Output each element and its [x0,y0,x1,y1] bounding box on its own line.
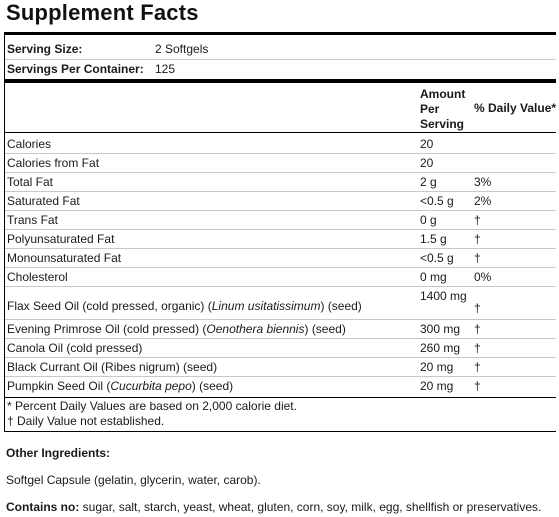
nutrient-name-suffix: ) (seed) [320,299,362,313]
table-row: Calories 20 [5,135,556,154]
row-divider [5,267,556,268]
daily-value: † [474,301,481,315]
nutrient-name: Calories [7,137,52,151]
panel-title: Supplement Facts [6,0,199,25]
table-row: Monounsaturated Fat <0.5 g † [5,249,556,268]
nutrient-name-text: Flax Seed Oil (cold pressed, organic) ( [7,299,212,313]
nutrient-name: Flax Seed Oil (cold pressed, organic) (L… [7,299,362,313]
daily-value-header: % Daily Value* [474,101,557,115]
nutrient-name: Saturated Fat [7,194,80,208]
daily-value: † [474,379,481,393]
row-divider [5,376,556,377]
row-divider [5,153,556,154]
contains-no-label: Contains no: [6,500,80,514]
daily-value: † [474,232,481,246]
other-ingredients-heading: Other Ingredients: [6,446,111,460]
header-bottom-rule [5,132,556,133]
table-row: Evening Primrose Oil (cold pressed) (Oen… [5,320,556,339]
top-rule [5,33,556,35]
amount-per-serving: 20 mg [420,379,454,393]
daily-value: † [474,213,481,227]
row-divider [5,248,556,249]
nutrient-name-suffix: ) (seed) [191,379,234,393]
amount-per-serving: 20 [420,156,434,170]
nutrient-name-text: Pumpkin Seed Oil ( [7,379,111,393]
amount-per-serving: <0.5 g [420,251,454,265]
row-divider [5,319,556,320]
table-row: Saturated Fat <0.5 g 2% [5,192,556,211]
servings-per-container-value: 125 [155,62,176,76]
row-divider [5,338,556,339]
nutrient-name: Black Currant Oil (Ribes nigrum) (seed) [7,360,218,374]
daily-value: 0% [474,270,492,284]
amount-per-serving: 20 [420,137,434,151]
serving-bottom-rule [5,79,556,83]
table-row: Polyunsaturated Fat 1.5 g † [5,230,556,249]
contains-no-line: Contains no: sugar, salt, starch, yeast,… [6,500,541,514]
daily-value: † [474,360,481,374]
row-divider [5,357,556,358]
serving-size-label: Serving Size: [7,42,83,56]
daily-value: † [474,322,481,336]
nutrient-name: Total Fat [7,175,54,189]
table-row: Black Currant Oil (Ribes nigrum) (seed) 2… [5,358,556,377]
servings-per-container-label: Servings Per Container: [7,62,144,76]
amount-per-serving: 20 mg [420,360,454,374]
nutrient-name: Evening Primrose Oil (cold pressed) (Oen… [7,322,346,336]
amount-per-serving-header: Amount Per Serving [420,87,466,131]
daily-value: 3% [474,175,492,189]
table-row: Canola Oil (cold pressed) 260 mg † [5,339,556,358]
amount-per-serving: 2 g [420,175,437,189]
nutrient-name: Cholesterol [7,270,68,284]
row-divider [5,210,556,211]
amount-per-serving: 300 mg [420,322,461,336]
table-row: Total Fat 2 g 3% [5,173,556,192]
amount-per-serving: 0 g [420,213,437,227]
table-row: Cholesterol 0 mg 0% [5,268,556,287]
row-divider [5,229,556,230]
row-divider [5,172,556,173]
row-divider [5,191,556,192]
row-divider [5,286,556,287]
nutrient-name: Trans Fat [7,213,58,227]
botanical-name: Linum usitatissimum [211,299,321,313]
table-row: Pumpkin Seed Oil (Cucurbita pepo) (seed)… [5,377,556,396]
daily-value: 2% [474,194,492,208]
serving-divider [5,59,556,60]
daily-value: † [474,341,481,355]
serving-size-value: 2 Softgels [155,42,209,56]
amount-per-serving: 1.5 g [420,232,447,246]
nutrient-name-suffix: ) (seed) [304,322,346,336]
amount-per-serving: 0 mg [420,270,447,284]
table-bottom-rule [5,397,556,398]
daily-value: † [474,251,481,265]
supplement-facts-panel: Serving Size: 2 Softgels Servings Per Co… [4,32,556,432]
nutrient-name: Monounsaturated Fat [7,251,122,265]
nutrient-name: Canola Oil (cold pressed) [7,341,143,355]
table-row: Flax Seed Oil (cold pressed, organic) (L… [5,287,556,320]
table-row: Trans Fat 0 g † [5,211,556,230]
other-ingredients-text: Softgel Capsule (gelatin, glycerin, wate… [6,473,261,487]
daily-value-footnote: * Percent Daily Values are based on 2,00… [7,399,297,413]
amount-per-serving: 260 mg [420,341,461,355]
nutrient-name-text: Evening Primrose Oil (cold pressed) ( [7,322,207,336]
nutrient-name: Calories from Fat [7,156,100,170]
nutrient-name: Pumpkin Seed Oil (Cucurbita pepo) (seed) [7,379,233,393]
dagger-footnote: † Daily Value not established. [7,414,165,428]
botanical-name: Oenothera biennis [206,322,305,336]
botanical-name: Cucurbita pepo [110,379,192,393]
table-row: Calories from Fat 20 [5,154,556,173]
amount-per-serving: 1400 mg [420,289,467,303]
amount-per-serving: <0.5 g [420,194,454,208]
nutrient-name: Polyunsaturated Fat [7,232,115,246]
contains-no-text: sugar, salt, starch, yeast, wheat, glute… [82,500,542,514]
